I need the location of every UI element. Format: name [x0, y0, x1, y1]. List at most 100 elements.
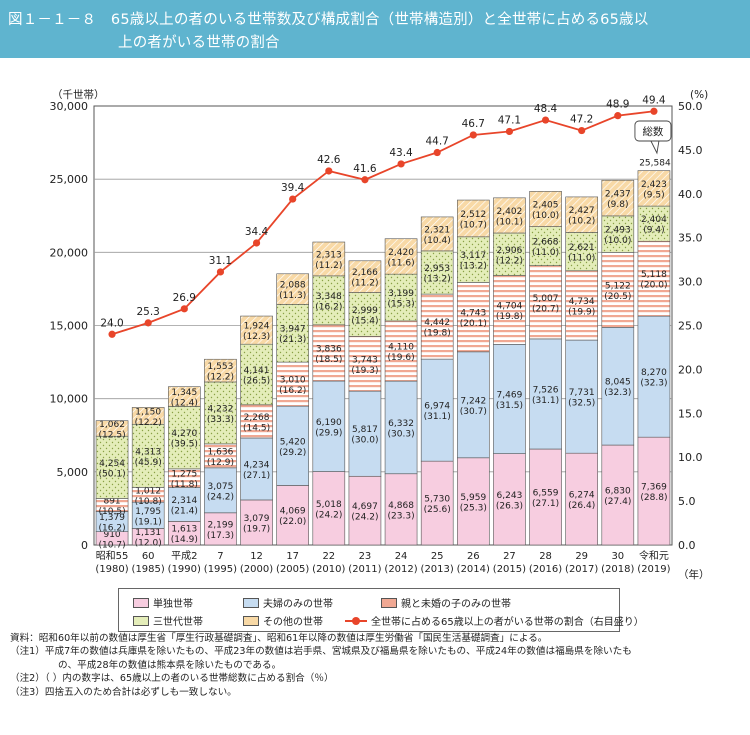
bar-pct-label: (12.2)	[496, 256, 523, 266]
bar-segment-three-gen	[384, 273, 418, 322]
legend-swatch-other	[243, 615, 259, 626]
bar-pct-label: (19.8)	[424, 329, 451, 339]
bar-pct-label: (11.2)	[351, 279, 378, 289]
bar-value-label: 7,469	[497, 390, 523, 400]
bar-value-label: 1,613	[171, 525, 197, 535]
bar-value-label: 3,075	[208, 482, 234, 492]
y-left-tick-label: 30,000	[50, 100, 89, 113]
bar-segment-other	[312, 241, 346, 277]
stacked-bar-chart: 910(10.7)1,379(16.2)891(10.5)4,254(50.1)…	[50, 88, 710, 581]
bar-value-label: 4,704	[497, 301, 523, 311]
line-point-label: 41.6	[353, 163, 377, 175]
bar-pct-label: (17.3)	[207, 531, 234, 541]
bar-segment-single	[384, 473, 418, 546]
bar-segment-three-gen	[637, 205, 671, 242]
bar-pct-label: (50.1)	[99, 469, 126, 479]
x-tick-label: 昭和55	[96, 550, 129, 562]
bar-pct-label: (10.2)	[568, 217, 595, 227]
legend-item-three-gen: 三世代世帯	[133, 613, 203, 628]
bar-pct-label: (26.5)	[243, 376, 270, 386]
line-point-label: 48.9	[606, 99, 629, 111]
line-point-label: 25.3	[136, 306, 159, 318]
bar-pct-label: (16.2)	[99, 524, 126, 534]
bar-value-label: 4,270	[171, 429, 197, 439]
bar-pct-label: (33.3)	[207, 415, 234, 425]
bar-value-label: 4,743	[460, 309, 486, 319]
bar-pct-label: (24.2)	[315, 510, 342, 520]
bar-pct-label: (11.3)	[279, 291, 306, 301]
bar-value-label: 2,313	[316, 250, 342, 260]
bar-value-label: 891	[103, 496, 120, 506]
bar-segment-three-gen	[348, 292, 382, 337]
x-tick-label: 7	[217, 551, 223, 562]
bar-pct-label: (14.9)	[171, 535, 198, 545]
bar-segment-other	[384, 238, 418, 275]
legend-item-couple: 夫婦のみの世帯	[243, 595, 333, 610]
bar-value-label: 2,427	[569, 206, 595, 216]
bar-pct-label: (19.3)	[351, 366, 378, 376]
y-right-tick-label: 15.0	[678, 407, 703, 420]
y-right-tick-label: 5.0	[678, 495, 696, 508]
bar-segment-other	[493, 197, 526, 234]
bar-value-label: 5,018	[316, 500, 342, 510]
line-series-path	[111, 110, 655, 336]
bar-pct-label: (13.2)	[460, 262, 487, 272]
note-2: （注2）（ ）内の数字は、65歳以上の者のいる世帯総数に占める割合（％）	[10, 673, 334, 685]
legend-swatch-parent-child	[381, 597, 397, 608]
line-point-label: 47.1	[498, 114, 521, 126]
bar-segment-other	[565, 196, 598, 233]
note-1: （注1）平成7年の数値は兵庫県を除いたもの、平成23年の数値は岩手県、宮城県及び…	[10, 646, 632, 658]
x-tick-year: (2014)	[457, 564, 490, 575]
bar-value-label: 5,420	[280, 437, 306, 447]
bar-pct-label: (10.8)	[135, 497, 162, 507]
bar-pct-label: (19.6)	[388, 353, 415, 363]
bar-segment-other	[420, 216, 454, 252]
bar-value-label: 2,268	[244, 413, 270, 423]
legend-label: 単独世帯	[153, 599, 193, 610]
bar-value-label: 4,232	[208, 404, 234, 414]
bar-segment-three-gen	[420, 250, 454, 295]
bar-pct-label: (12.5)	[99, 430, 126, 440]
legend-swatch-single	[133, 597, 149, 608]
bar-pct-label: (10.1)	[496, 217, 523, 227]
y-left-tick-label: 15,000	[50, 320, 89, 333]
line-point	[614, 112, 622, 120]
x-tick-year: (2015)	[493, 564, 526, 575]
line-point-label: 42.6	[317, 154, 341, 166]
y-right-tick-label: 20.0	[678, 363, 703, 376]
bar-pct-label: (16.2)	[315, 302, 342, 312]
bar-value-label: 4,141	[244, 366, 270, 376]
y-right-tick-label: 35.0	[678, 232, 703, 245]
bar-segment-couple	[457, 351, 490, 459]
x-tick-year: (2010)	[312, 564, 345, 575]
x-tick-label: 27	[503, 551, 516, 562]
x-tick-year: (1995)	[204, 564, 237, 575]
y-left-tick-label: 10,000	[50, 393, 89, 406]
legend-swatch-line	[345, 616, 367, 626]
x-tick-year: (2005)	[276, 564, 309, 575]
bar-value-label: 6,332	[388, 419, 414, 429]
bar-pct-label: (20.5)	[604, 292, 631, 302]
bar-segment-couple	[131, 501, 165, 529]
bar-value-label: 3,079	[244, 514, 270, 524]
bar-pct-label: (26.4)	[568, 501, 595, 511]
x-tick-label: 22	[322, 551, 335, 562]
bar-pct-label: (31.1)	[532, 396, 559, 406]
bar-value-label: 1,795	[135, 507, 161, 517]
line-point	[216, 268, 225, 276]
bar-value-label: 3,947	[280, 325, 306, 335]
bar-segment-couple	[348, 390, 382, 477]
bar-segment-single	[240, 499, 273, 546]
bar-pct-label: (22.0)	[279, 517, 306, 527]
bar-value-label: 2,314	[171, 496, 197, 506]
line-point	[180, 305, 188, 313]
bar-pct-label: (31.5)	[496, 401, 523, 411]
line-point-label: 31.1	[209, 255, 232, 267]
x-tick-label: 25	[431, 551, 444, 562]
bar-value-label: 6,830	[605, 487, 631, 497]
bar-value-label: 7,731	[569, 388, 595, 398]
bar-value-label: 910	[103, 530, 120, 540]
bar-pct-label: (27.4)	[604, 497, 631, 507]
bar-value-label: 6,974	[424, 402, 450, 412]
bar-pct-label: (10.5)	[99, 507, 126, 517]
